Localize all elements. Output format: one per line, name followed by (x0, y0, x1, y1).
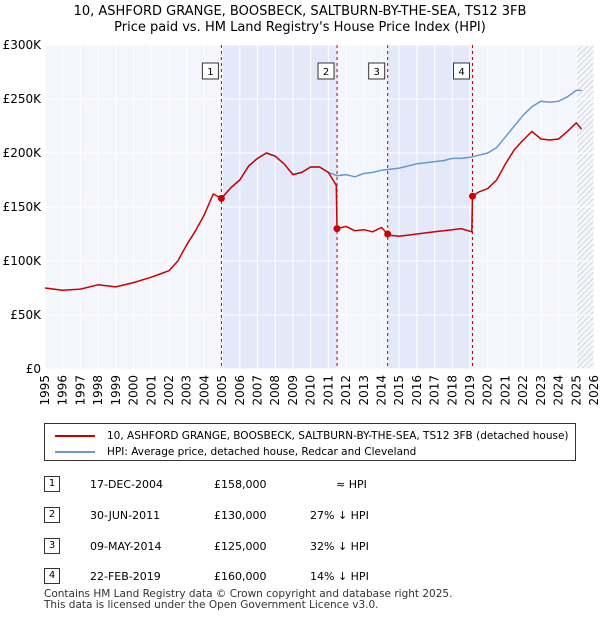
x-tick-label: 2007 (251, 375, 265, 406)
legend-item-property: 10, ASHFORD GRANGE, BOOSBECK, SALTBURN-B… (55, 429, 569, 443)
x-tick-label: 1997 (73, 375, 87, 406)
x-tick-label: 2008 (268, 375, 282, 406)
legend-swatch-hpi (55, 451, 95, 453)
x-tick-label: 2002 (162, 375, 176, 406)
footer: Contains HM Land Registry data © Crown c… (44, 589, 452, 611)
y-tick-label: £0 (26, 362, 41, 376)
sale-point-4 (469, 192, 477, 200)
x-tick-label: 2026 (587, 375, 600, 406)
x-tick-label: 2019 (463, 375, 477, 406)
footer-copyright: Contains HM Land Registry data © Crown c… (44, 588, 453, 600)
x-tick-label: 2012 (339, 375, 353, 406)
legend-label-hpi: HPI: Average price, detached house, Redc… (107, 446, 417, 458)
transaction-price: £160,000 (214, 570, 267, 583)
transaction-number: 3 (44, 538, 60, 554)
transaction-hpi: 27% ↓ HPI (310, 509, 369, 522)
x-tick-label: 1999 (109, 375, 123, 406)
x-tick-label: 2009 (286, 375, 300, 406)
x-tick-label: 2000 (127, 375, 141, 406)
transaction-number: 4 (44, 568, 60, 584)
x-tick-label: 2006 (233, 375, 247, 406)
transaction-date: 09-MAY-2014 (90, 540, 162, 553)
sale-label-box-2 (317, 62, 335, 80)
legend: 10, ASHFORD GRANGE, BOOSBECK, SALTBURN-B… (44, 423, 576, 461)
sale-label-box-4 (453, 62, 471, 80)
transaction-date: 22-FEB-2019 (90, 570, 161, 583)
sale-label-box-1 (201, 62, 219, 80)
transaction-hpi: 14% ↓ HPI (310, 570, 369, 583)
footer-licence: This data is licensed under the Open Gov… (44, 599, 379, 611)
transaction-date: 17-DEC-2004 (90, 478, 164, 491)
sale-point-3 (384, 230, 392, 238)
chart-subtitle: Price paid vs. HM Land Registry's House … (114, 20, 486, 35)
x-tick-label: 2021 (498, 375, 512, 406)
x-tick-label: 2015 (392, 375, 406, 406)
legend-label-property: 10, ASHFORD GRANGE, BOOSBECK, SALTBURN-B… (107, 430, 569, 442)
y-tick-label: £300K (3, 38, 43, 52)
x-tick-label: 2018 (445, 375, 459, 406)
transaction-date: 30-JUN-2011 (90, 509, 161, 522)
chart-title: 10, ASHFORD GRANGE, BOOSBECK, SALTBURN-B… (73, 4, 527, 19)
y-tick-label: £250K (3, 92, 43, 106)
x-tick-label: 2013 (357, 375, 371, 406)
x-tick-label: 1996 (56, 375, 70, 406)
y-tick-label: £200K (3, 146, 43, 160)
x-tick-label: 1998 (91, 375, 105, 406)
legend-swatch-property (55, 435, 95, 437)
x-tick-label: 2010 (304, 375, 318, 406)
x-tick-label: 2001 (144, 375, 158, 406)
x-tick-label: 2020 (481, 375, 495, 406)
x-tick-label: 2005 (215, 375, 229, 406)
x-tick-label: 2023 (534, 375, 548, 406)
transaction-price: £125,000 (214, 540, 267, 553)
transaction-price: £158,000 (214, 478, 267, 491)
x-tick-label: 2004 (197, 375, 211, 406)
transaction-number: 2 (44, 507, 60, 523)
x-tick-label: 1995 (38, 375, 52, 406)
x-tick-label: 2025 (569, 375, 583, 406)
transaction-hpi: ≈ HPI (336, 478, 367, 491)
x-tick-label: 2003 (180, 375, 194, 406)
y-tick-label: £150K (3, 200, 43, 214)
sale-label-3: 3 (373, 67, 379, 78)
x-tick-label: 2014 (374, 375, 388, 406)
x-tick-label: 2017 (428, 375, 442, 406)
legend-item-hpi: HPI: Average price, detached house, Redc… (55, 445, 416, 459)
series-line-property (44, 122, 583, 291)
transaction-hpi: 32% ↓ HPI (310, 540, 369, 553)
sale-point-2 (333, 225, 341, 233)
y-tick-label: £100K (3, 254, 43, 268)
transaction-number: 1 (44, 476, 60, 492)
sale-label-1: 1 (207, 67, 213, 78)
sale-label-box-3 (368, 62, 386, 80)
x-tick-label: 2016 (410, 375, 424, 406)
x-tick-label: 2022 (516, 375, 530, 406)
sale-point-1 (217, 194, 225, 202)
x-tick-label: 2024 (552, 375, 566, 406)
transaction-price: £130,000 (214, 509, 267, 522)
sale-label-2: 2 (323, 67, 329, 78)
x-tick-label: 2011 (321, 375, 335, 406)
sale-label-4: 4 (458, 67, 464, 78)
y-tick-label: £50K (10, 308, 42, 322)
